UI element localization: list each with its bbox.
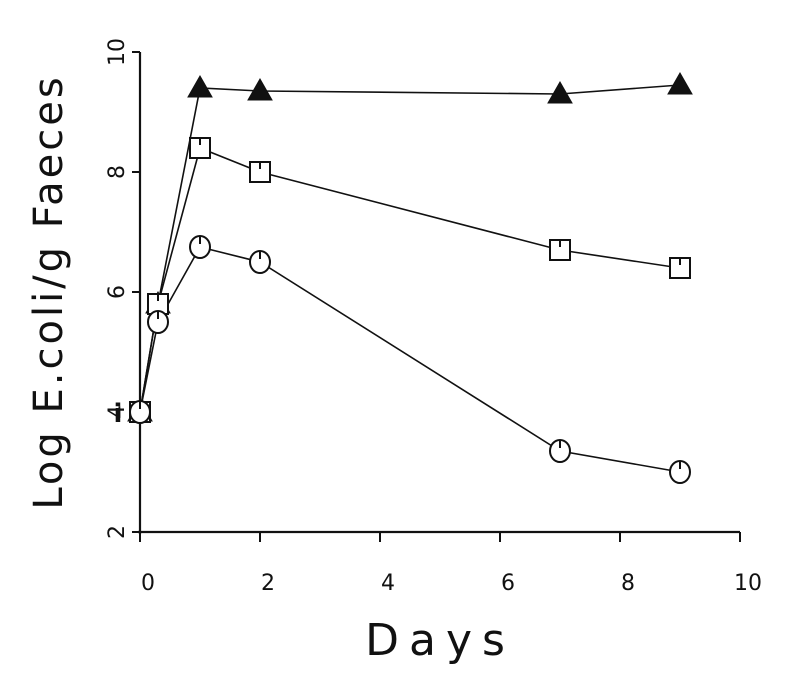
x-tick-label-0: 0 xyxy=(141,571,155,596)
x-tick-label-2: 2 xyxy=(261,571,275,596)
y-tick-label-6: 6 xyxy=(105,285,130,299)
axes xyxy=(138,52,740,534)
y-tick-label-2: 2 xyxy=(105,525,130,539)
x-tick-label-6: 6 xyxy=(501,571,515,596)
series-0-line xyxy=(139,84,681,413)
x-axis-title: Days xyxy=(365,615,515,666)
y-tick-label-10: 10 xyxy=(105,38,130,66)
series-0-point-5 xyxy=(667,71,693,95)
series-2-line xyxy=(139,246,681,473)
tick-labels: 2 4 6 8 10 0 2 4 6 8 10 xyxy=(105,38,762,596)
y-tick-label-4: 4 xyxy=(105,405,130,419)
series-markers xyxy=(127,71,693,484)
y-axis-title: Log E.coli/g Faeces xyxy=(26,74,72,509)
x-tick-label-8: 8 xyxy=(621,571,635,596)
x-tick-label-4: 4 xyxy=(381,571,395,596)
series-1-line xyxy=(139,146,681,413)
y-tick-label-8: 8 xyxy=(105,165,130,179)
series-lines xyxy=(139,84,681,473)
annotation-i: i xyxy=(114,399,123,429)
tick-marks xyxy=(132,51,741,542)
series-0-point-2 xyxy=(187,74,213,98)
series-0-point-4 xyxy=(547,80,573,104)
series-0-point-3 xyxy=(247,77,273,101)
x-tick-label-10: 10 xyxy=(734,571,762,596)
